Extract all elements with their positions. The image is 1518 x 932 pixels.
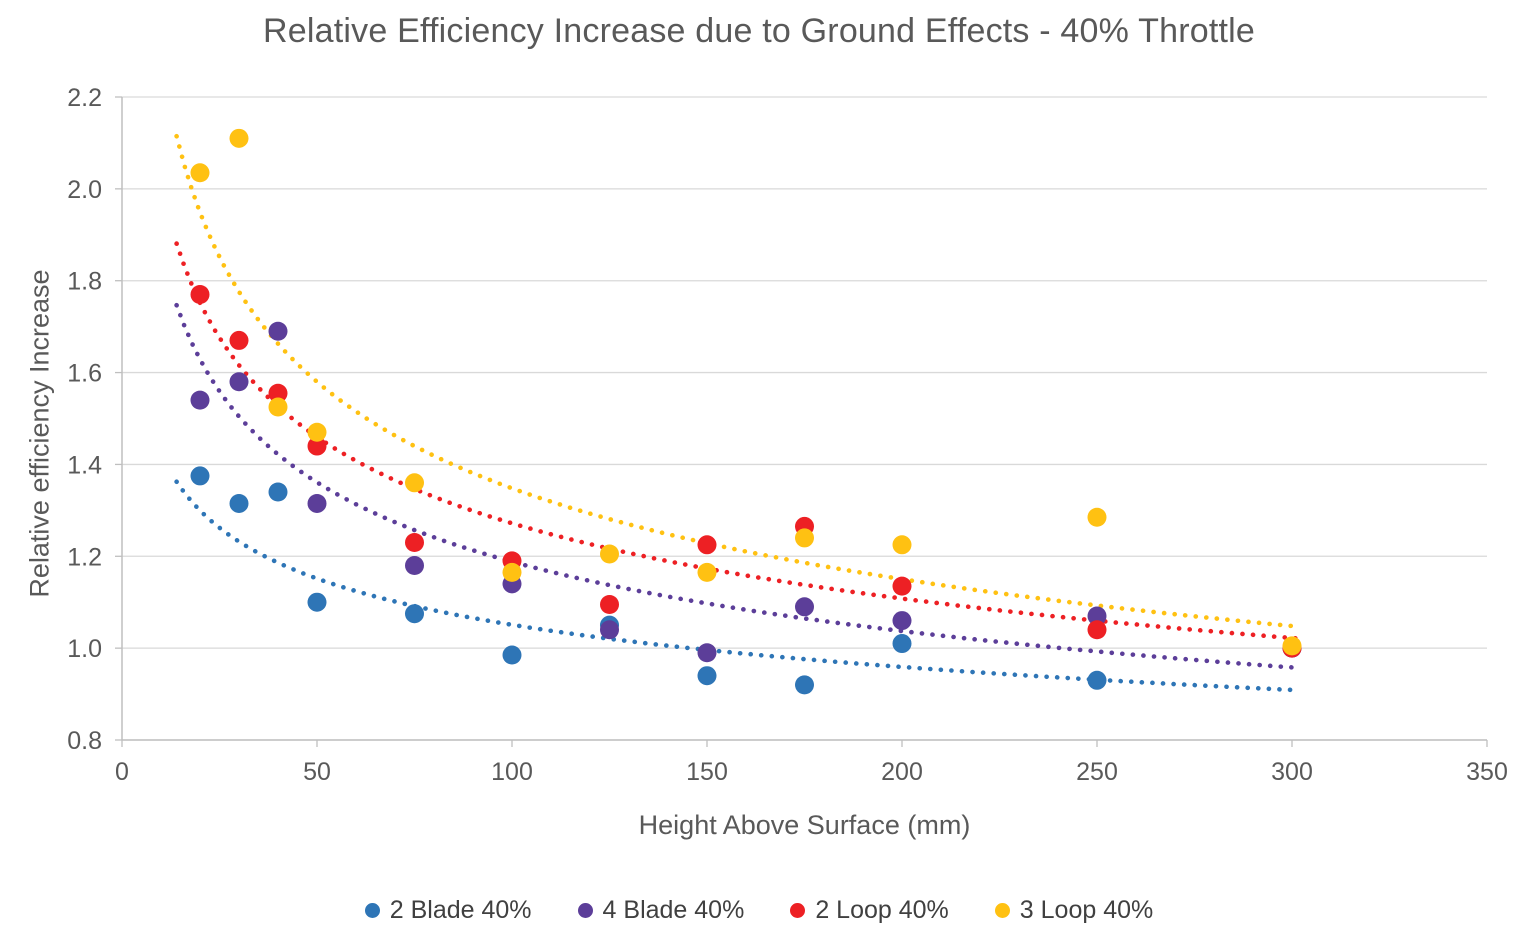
y-tick-label: 2.0 [67,176,102,204]
data-point-2-blade-40- [268,482,288,502]
y-tick-label: 1.2 [67,543,102,571]
plot-area: 0 50 100 150 200 250 300 350 0.8 1.0 1.2 1.4 1.6 1.8 2… [67,84,1508,786]
trendline-4-blade-40- [174,302,1303,671]
data-point-4-blade-40- [892,611,912,631]
data-point-4-blade-40- [229,372,249,392]
legend-label-2-blade-40-: 2 Blade 40% [389,896,532,924]
trendline-2-blade-40- [174,479,1303,693]
legend-item-2-blade-40-: 2 Blade 40% [364,896,532,925]
data-point-2-blade-40- [697,666,717,686]
trendline-2-loop-40- [174,241,1303,641]
data-point-2-blade-40- [1087,670,1107,690]
x-tick-label: 150 [686,758,728,786]
data-point-3-loop-40- [1087,507,1107,527]
x-tick-label: 0 [115,758,129,786]
data-point-2-loop-40- [268,383,288,403]
data-point-4-blade-40- [268,321,288,341]
data-point-2-loop-40- [307,436,327,456]
legend-item-4-blade-40-: 4 Blade 40% [577,896,745,925]
data-point-2-loop-40- [405,533,424,553]
legend-label-2-loop-40-: 2 Loop 40% [815,896,949,924]
data-point-3-loop-40- [600,544,619,564]
x-tick-label: 300 [1271,758,1313,786]
data-point-4-blade-40- [600,620,619,640]
legend-label-4-blade-40-: 4 Blade 40% [602,896,745,924]
x-tick-label: 100 [491,758,533,786]
data-point-4-blade-40- [795,597,814,617]
data-point-4-blade-40- [190,390,210,410]
data-point-2-blade-40- [892,634,912,654]
y-tick-label: 0.8 [67,727,102,755]
data-point-3-loop-40- [307,422,327,442]
legend-item-2-loop-40-: 2 Loop 40% [790,896,949,925]
data-point-2-loop-40- [190,284,210,304]
y-axis-title: Relative efficiency Increase [24,269,55,598]
data-point-3-loop-40- [892,535,912,555]
data-point-2-blade-40- [405,604,424,624]
data-point-2-blade-40- [229,493,249,513]
data-point-3-loop-40- [795,528,814,548]
legend-item-3-loop-40-: 3 Loop 40% [994,896,1154,925]
data-point-4-blade-40- [307,493,327,513]
trendline-3-loop-40- [174,133,1303,629]
x-tick-label: 50 [303,758,331,786]
data-point-2-blade-40- [190,466,210,486]
y-tick-label: 1.4 [67,451,102,479]
data-point-2-loop-40- [697,535,717,555]
data-point-3-loop-40- [229,128,249,148]
data-point-3-loop-40- [405,473,424,493]
data-point-2-blade-40- [307,592,327,612]
data-point-2-loop-40- [892,576,912,596]
data-point-2-blade-40- [502,645,522,665]
x-tick-label: 200 [881,758,923,786]
chart-title: Relative Efficiency Increase due to Grou… [263,12,1255,50]
x-axis-title: Height Above Surface (mm) [638,810,971,840]
data-point-4-blade-40- [1087,606,1107,626]
data-point-3-loop-40- [1282,636,1302,656]
y-tick-label: 1.8 [67,268,102,296]
y-tick-label: 1.6 [67,360,102,388]
data-point-3-loop-40- [190,163,210,183]
data-point-2-loop-40- [600,595,619,615]
data-point-2-loop-40- [229,330,249,350]
x-tick-label: 350 [1466,758,1508,786]
x-tick-label: 250 [1076,758,1118,786]
legend-marker-2-blade-40- [364,903,380,918]
legend-label-3-loop-40-: 3 Loop 40% [1019,896,1154,924]
legend-marker-3-loop-40- [994,903,1010,918]
legend: 2 Blade 40% 4 Blade 40% 2 Loop 40% 3 Loop 4… [0,896,1518,925]
legend-marker-4-blade-40- [577,903,593,918]
data-point-4-blade-40- [405,555,424,575]
data-point-3-loop-40- [697,562,717,582]
y-tick-label: 1.0 [67,635,102,663]
legend-marker-2-loop-40- [790,903,806,918]
data-point-3-loop-40- [502,562,522,582]
data-point-2-blade-40- [795,675,814,695]
y-tick-label: 2.2 [67,84,102,112]
data-point-3-loop-40- [268,397,288,417]
data-point-4-blade-40- [697,643,717,663]
data-point-2-loop-40- [1087,620,1107,640]
